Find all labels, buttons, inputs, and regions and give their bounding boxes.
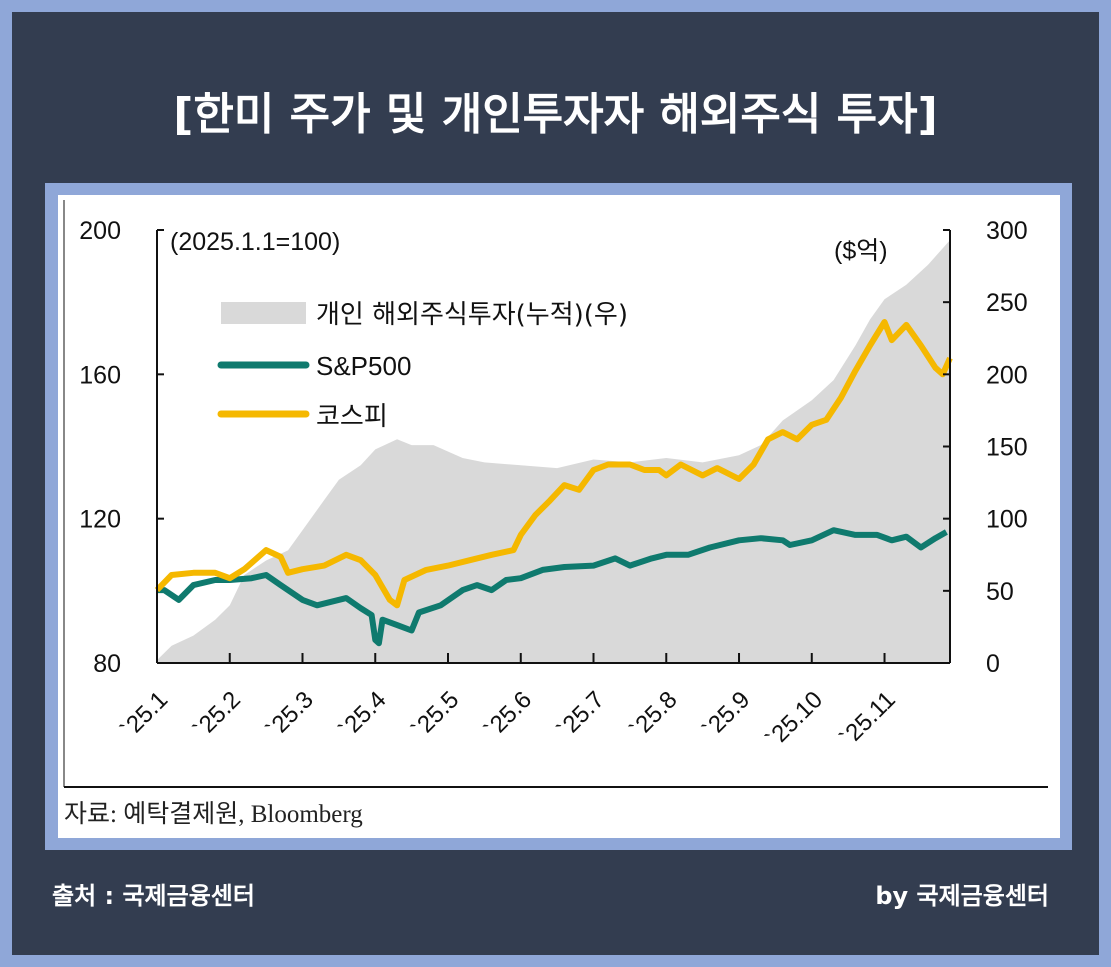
right-tick-label: 0 (986, 650, 1000, 678)
right-tick-label: 200 (986, 361, 1028, 389)
x-tick-label: `25.6 (479, 686, 537, 744)
x-tick-label: `25.9 (697, 686, 755, 744)
x-tick-label: `25.11 (835, 686, 901, 752)
right-tick-label: 100 (986, 506, 1028, 534)
x-tick-label: `25.8 (625, 686, 683, 744)
legend-swatch-area (221, 302, 306, 324)
sp500-line (157, 527, 948, 647)
x-tick-label: `25.10 (761, 686, 828, 753)
x-tick-label: `25.5 (406, 686, 464, 744)
legend-label-area: 개인 해외주식투자(누적)(우) (316, 300, 628, 330)
left-tick-label: 160 (79, 361, 121, 389)
right-tick-label: 150 (986, 434, 1028, 462)
left-tick-label: 80 (93, 650, 121, 678)
left-tick-label: 120 (79, 506, 121, 534)
page-title: [한미 주가 및 개인투자자 해외주식 투자] (173, 89, 938, 140)
right-axis-note: ($억) (834, 237, 888, 265)
x-tick-label: `25.2 (188, 686, 246, 744)
footer-byline: by 국제금융센터 (875, 882, 1049, 910)
right-tick-label: 50 (986, 578, 1014, 606)
chart-panel: 80 120 160 200 0 50 100 150 200 250 300 `25.1 `25.2 `… (58, 195, 1060, 838)
legend-label-sp500: S&P500 (316, 351, 411, 381)
left-tick-label: 200 (79, 217, 121, 245)
right-tick-label: 250 (986, 289, 1028, 317)
x-tick-label: `25.4 (334, 686, 392, 744)
x-tick-label: `25.3 (261, 686, 319, 744)
kospi-line (154, 319, 953, 609)
right-tick-label: 300 (986, 217, 1028, 245)
footer-source: 출처 : 국제금융센터 (52, 882, 255, 910)
left-axis-note: (2025.1.1=100) (170, 228, 340, 256)
x-tick-label: `25.7 (552, 686, 610, 744)
legend-label-kospi: 코스피 (316, 402, 388, 432)
source-note: 자료: 예탁결제원, Bloomberg (64, 800, 363, 828)
chart-svg: 80 120 160 200 0 50 100 150 200 250 300 `25.1 `25.2 `… (63, 200, 1048, 828)
x-tick-label: `25.1 (115, 686, 173, 744)
